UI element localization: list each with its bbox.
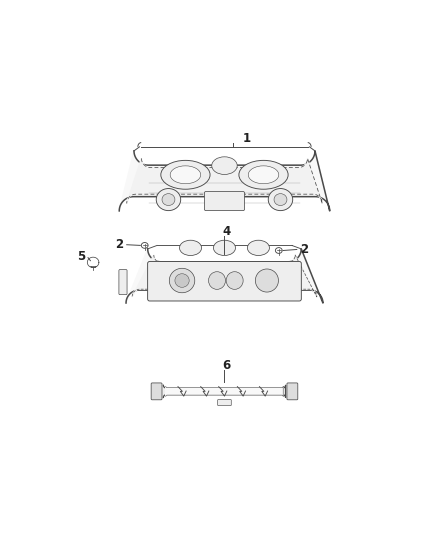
Ellipse shape <box>213 240 236 255</box>
Ellipse shape <box>274 193 287 206</box>
Text: 2: 2 <box>300 243 308 256</box>
Polygon shape <box>163 385 286 398</box>
Ellipse shape <box>141 243 148 248</box>
FancyBboxPatch shape <box>287 383 298 400</box>
Text: 1: 1 <box>243 132 251 145</box>
Text: 2: 2 <box>115 238 124 251</box>
Ellipse shape <box>239 160 288 189</box>
Ellipse shape <box>226 272 243 289</box>
Polygon shape <box>87 257 99 268</box>
Ellipse shape <box>161 160 210 189</box>
FancyBboxPatch shape <box>119 270 127 295</box>
Ellipse shape <box>208 272 226 289</box>
Text: 6: 6 <box>222 359 230 373</box>
Ellipse shape <box>180 240 201 255</box>
Polygon shape <box>126 249 323 303</box>
Ellipse shape <box>248 166 279 184</box>
Ellipse shape <box>170 268 195 293</box>
Ellipse shape <box>247 240 269 255</box>
Ellipse shape <box>170 166 201 184</box>
Text: 5: 5 <box>77 251 85 263</box>
Polygon shape <box>166 386 283 397</box>
FancyBboxPatch shape <box>218 400 231 406</box>
Ellipse shape <box>156 189 181 211</box>
Polygon shape <box>132 255 317 297</box>
Ellipse shape <box>255 269 279 292</box>
Polygon shape <box>119 151 330 211</box>
Polygon shape <box>127 158 322 204</box>
Ellipse shape <box>175 274 189 287</box>
FancyBboxPatch shape <box>148 262 301 301</box>
Ellipse shape <box>276 248 282 253</box>
Ellipse shape <box>212 157 237 174</box>
Ellipse shape <box>162 193 175 206</box>
FancyBboxPatch shape <box>205 191 244 211</box>
FancyBboxPatch shape <box>151 383 162 400</box>
Text: 4: 4 <box>222 225 230 238</box>
Ellipse shape <box>268 189 293 211</box>
